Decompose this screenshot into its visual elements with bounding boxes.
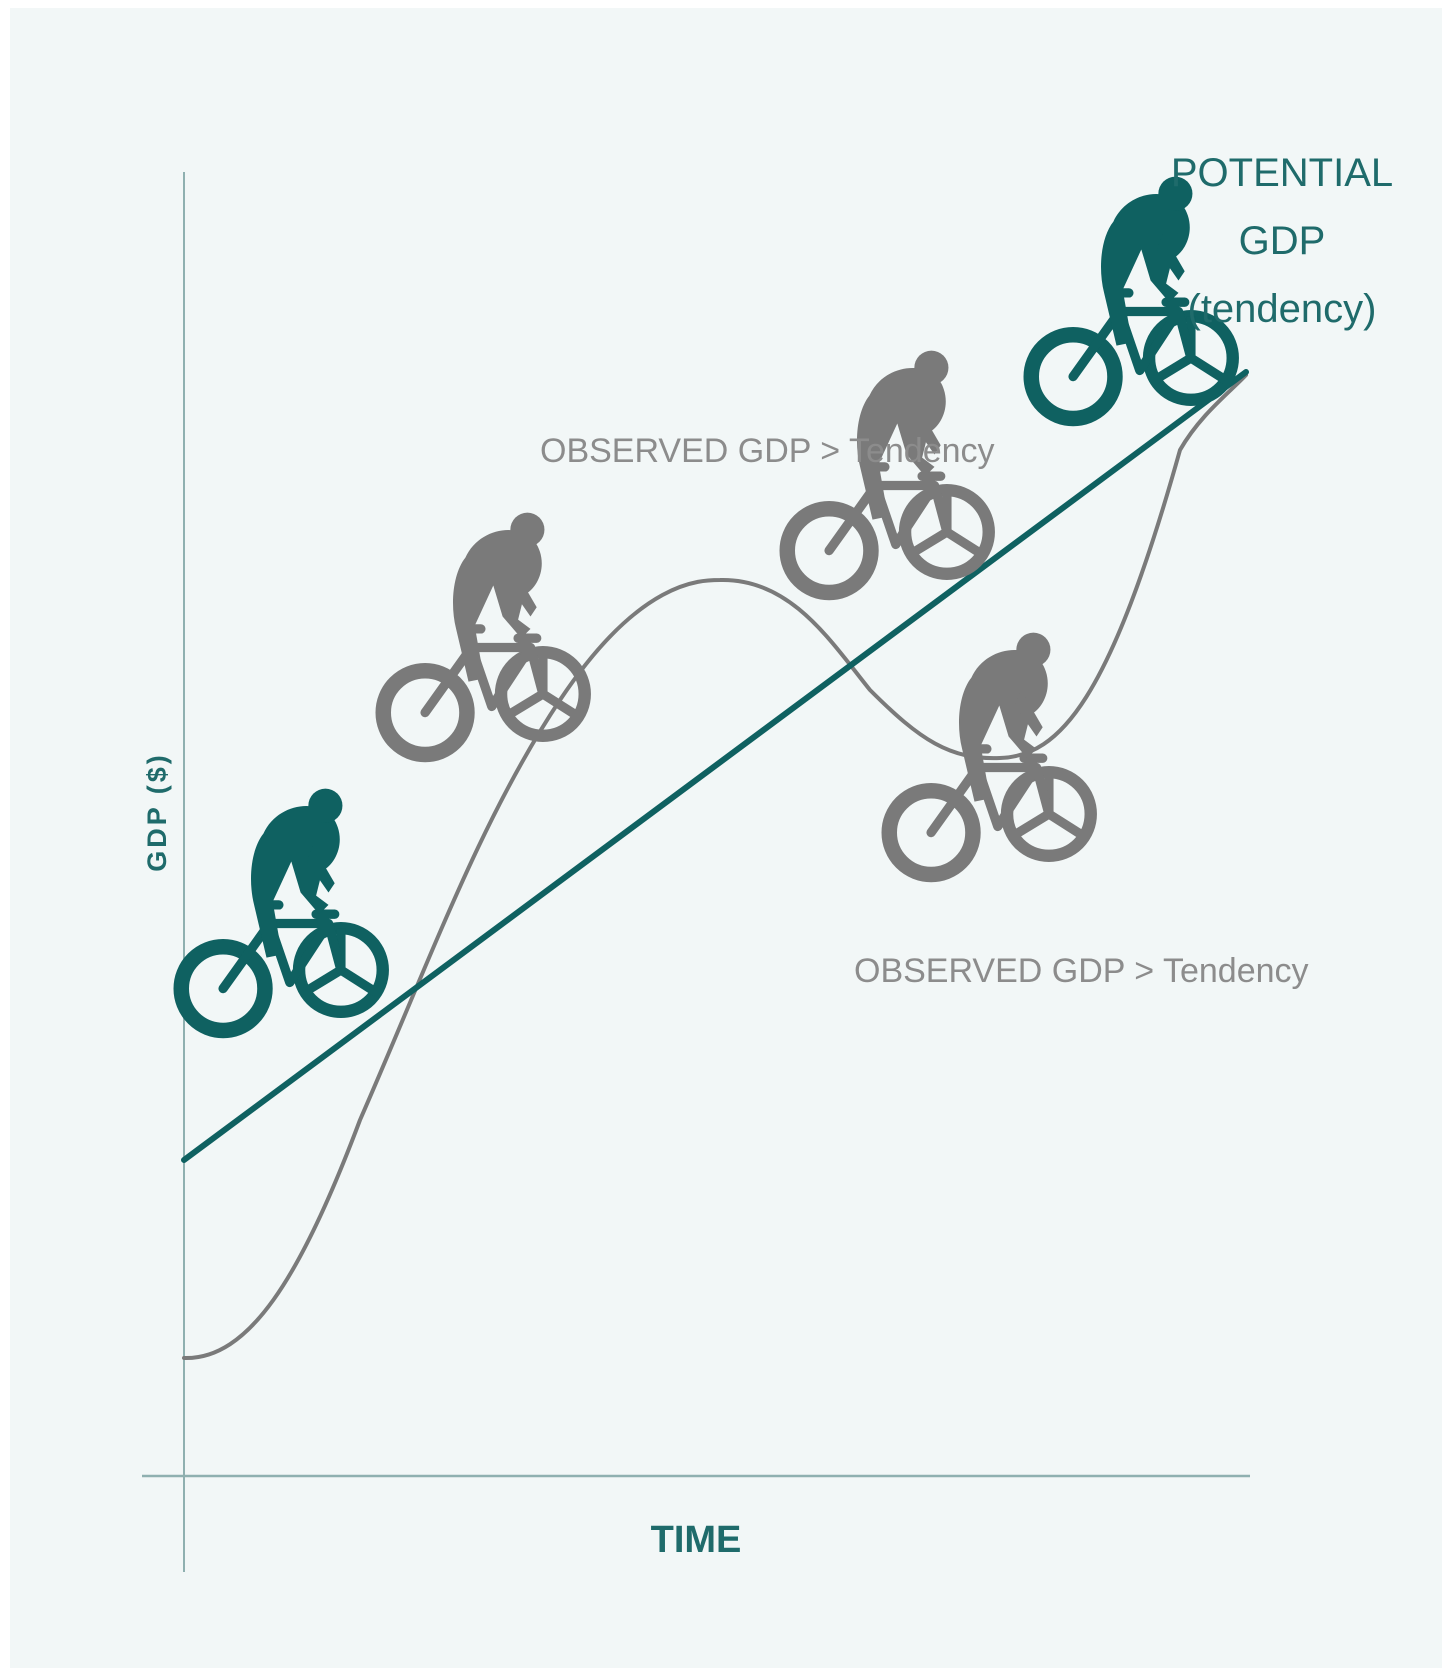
observed-gdp-curve bbox=[182, 373, 1248, 1361]
cyclist-icon bbox=[383, 513, 585, 755]
x-axis-label: TIME bbox=[651, 1519, 742, 1561]
potential-gdp-label-line3: (tendency) bbox=[1188, 287, 1377, 331]
cyclist-icon bbox=[889, 633, 1091, 875]
potential-gdp-line bbox=[181, 369, 1249, 1163]
cyclist-icon bbox=[787, 351, 989, 593]
potential-gdp-label-line1: POTENTIAL bbox=[1171, 151, 1393, 195]
observed-gdp-lower-label: OBSERVED GDP > Tendency bbox=[854, 952, 1309, 990]
cyclist-icon bbox=[181, 789, 383, 1031]
potential-gdp-label-line2: GDP bbox=[1239, 219, 1326, 263]
observed-gdp-upper-label: OBSERVED GDP > Tendency bbox=[540, 432, 995, 470]
y-axis-label: GDP ($) bbox=[142, 752, 172, 872]
diagram-background bbox=[10, 8, 1442, 1668]
